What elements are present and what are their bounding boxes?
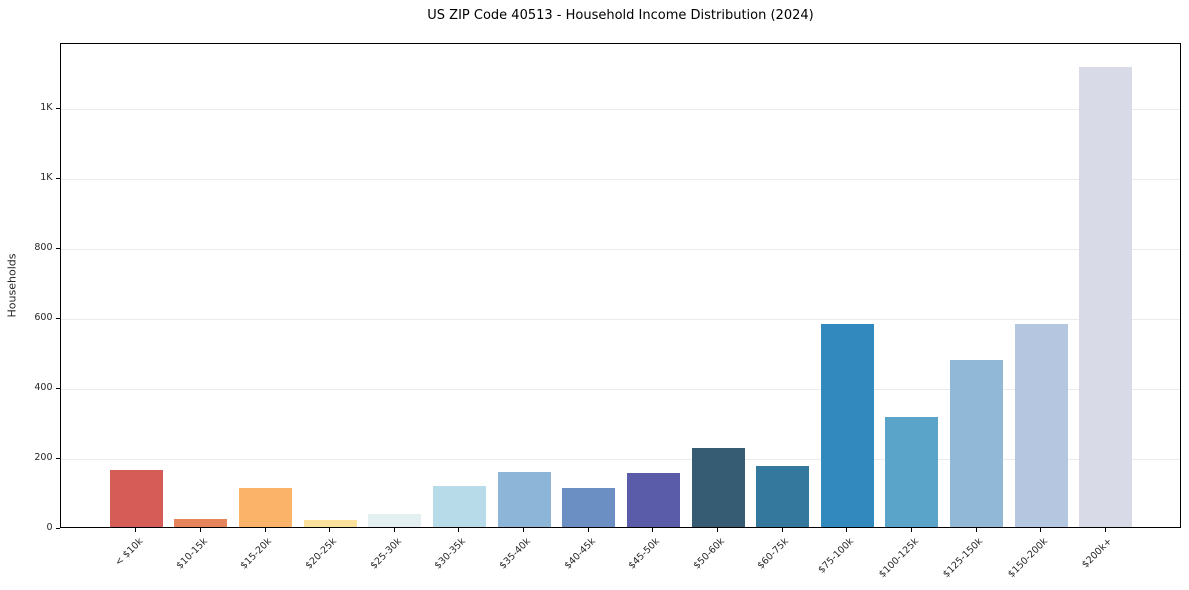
x-tick-label: $45-50k bbox=[626, 535, 663, 571]
gridline-600 bbox=[60, 318, 1180, 320]
bar-$100-125k bbox=[885, 416, 939, 527]
y-tick-label: 0 bbox=[46, 521, 53, 533]
plot-area bbox=[59, 43, 1181, 528]
bar-$45-50k bbox=[626, 473, 680, 527]
x-tick-label: $20-25k bbox=[303, 535, 339, 571]
x-tick-mark bbox=[910, 527, 912, 532]
gridline-1K bbox=[60, 108, 1180, 110]
y-tick-label: 200 bbox=[34, 451, 53, 463]
bar-< $10k bbox=[109, 469, 163, 527]
x-tick-label: < $10k bbox=[112, 535, 145, 568]
chart-title: US ZIP Code 40513 - Household Income Dis… bbox=[427, 8, 814, 23]
y-tick-mark bbox=[55, 527, 60, 529]
y-tick-label: 1K bbox=[40, 171, 53, 183]
x-tick-label: $200k+ bbox=[1080, 535, 1115, 570]
x-tick-label: $75-100k bbox=[816, 535, 856, 576]
x-tick-mark bbox=[264, 527, 266, 532]
x-tick-mark bbox=[587, 527, 589, 532]
bar-$125-150k bbox=[950, 359, 1003, 527]
x-tick-mark bbox=[135, 527, 137, 532]
y-axis-label: Households bbox=[5, 253, 19, 318]
gridline-400 bbox=[60, 388, 1180, 390]
bar-$50-60k bbox=[691, 447, 745, 527]
bar-$15-20k bbox=[239, 487, 292, 527]
gridline-800 bbox=[60, 248, 1180, 250]
x-tick-label: $150-200k bbox=[1005, 535, 1050, 580]
bar-$60-75k bbox=[756, 465, 810, 527]
bar-$75-100k bbox=[820, 323, 874, 527]
bar-$30-35k bbox=[432, 485, 486, 527]
x-tick-label: $10-15k bbox=[174, 535, 210, 571]
bar-$200k+ bbox=[1079, 66, 1133, 527]
x-tick-label: $25-30k bbox=[368, 535, 404, 571]
x-tick-mark bbox=[1040, 527, 1042, 532]
bar-$40-45k bbox=[562, 487, 616, 527]
x-tick-mark bbox=[458, 527, 460, 532]
x-tick-mark bbox=[846, 527, 848, 532]
bar-$25-30k bbox=[368, 513, 422, 527]
x-tick-mark bbox=[523, 527, 524, 532]
bar-$150-200k bbox=[1014, 324, 1068, 527]
gridline-1K bbox=[60, 178, 1180, 180]
y-tick-label: 400 bbox=[34, 381, 53, 393]
bar-$20-25k bbox=[303, 519, 357, 527]
x-tick-mark bbox=[652, 527, 654, 532]
bar-$35-40k bbox=[497, 472, 551, 527]
x-tick-mark bbox=[199, 527, 201, 532]
x-tick-mark bbox=[329, 527, 331, 532]
x-tick-mark bbox=[975, 527, 977, 532]
x-tick-label: $35-40k bbox=[497, 535, 533, 571]
x-tick-label: $40-45k bbox=[562, 535, 598, 571]
bar-$10-15k bbox=[174, 518, 228, 527]
x-tick-mark bbox=[717, 527, 718, 532]
x-tick-label: $30-35k bbox=[432, 535, 469, 571]
x-tick-label: $50-60k bbox=[691, 535, 727, 571]
gridline-200 bbox=[60, 458, 1180, 460]
x-tick-label: $15-20k bbox=[238, 535, 275, 571]
y-tick-label: 1K bbox=[40, 101, 53, 113]
x-tick-label: $125-150k bbox=[941, 535, 986, 580]
x-tick-mark bbox=[393, 527, 395, 532]
x-tick-label: $60-75k bbox=[755, 535, 792, 571]
x-tick-mark bbox=[1104, 527, 1106, 532]
x-tick-mark bbox=[781, 527, 783, 532]
x-tick-label: $100-125k bbox=[876, 535, 921, 580]
